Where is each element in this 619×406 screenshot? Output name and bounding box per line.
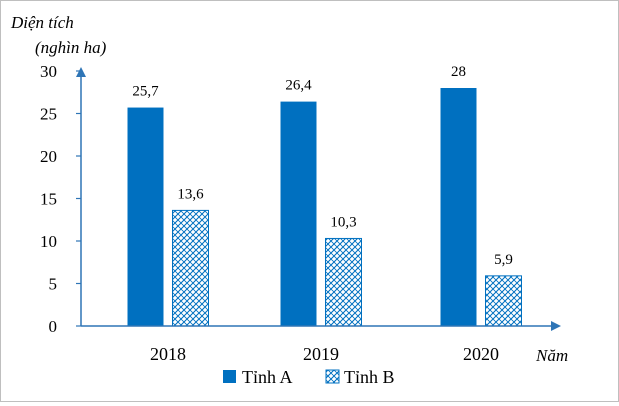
data-label-tinh-b-2020: 5,9 xyxy=(494,252,513,268)
category-labels: 2018 2019 2020 xyxy=(150,344,499,364)
legend: Tỉnh A Tỉnh B xyxy=(223,367,395,387)
y-tick-label: 10 xyxy=(40,232,57,251)
value-labels: 25,7 13,6 26,4 10,3 28 5,9 xyxy=(132,64,513,268)
y-axis-title-line2: (nghìn ha) xyxy=(35,38,107,57)
bar-tinh-b-2018 xyxy=(172,209,209,327)
data-label-tinh-b-2019: 10,3 xyxy=(330,214,356,230)
bar-tinh-a-2018 xyxy=(127,107,164,326)
bar-tinh-b-2020 xyxy=(485,275,522,327)
axes xyxy=(76,67,561,331)
x-tick-label: 2018 xyxy=(150,344,186,364)
data-label-tinh-a-2020: 28 xyxy=(451,64,466,80)
x-tick-label: 2020 xyxy=(463,344,499,364)
legend-swatch-tinh-a xyxy=(223,370,236,383)
x-axis-title: Năm xyxy=(535,346,568,365)
legend-label-tinh-a: Tỉnh A xyxy=(242,367,293,387)
y-tick-label: 15 xyxy=(40,190,57,209)
data-label-tinh-b-2018: 13,6 xyxy=(177,186,204,202)
y-tick-labels: 0 5 10 15 20 25 30 xyxy=(40,62,57,336)
y-axis-arrow xyxy=(76,67,86,77)
legend-swatch-tinh-b xyxy=(325,369,340,384)
y-tick-label: 20 xyxy=(40,147,57,166)
bar-tinh-a-2019 xyxy=(280,101,317,326)
y-tick-label: 25 xyxy=(40,105,57,124)
x-axis-arrow xyxy=(551,321,561,331)
y-axis-title: Diện tích (nghìn ha) xyxy=(10,13,107,57)
y-axis-title-line1: Diện tích xyxy=(10,13,74,32)
bar-tinh-b-2019 xyxy=(325,237,362,327)
x-tick-label: 2019 xyxy=(303,344,339,364)
y-tick-label: 5 xyxy=(49,275,58,294)
y-tick-label: 0 xyxy=(49,317,58,336)
bar-tinh-a-2020 xyxy=(440,88,477,326)
data-label-tinh-a-2019: 26,4 xyxy=(285,78,312,94)
legend-label-tinh-b: Tỉnh B xyxy=(344,367,395,387)
data-label-tinh-a-2018: 25,7 xyxy=(132,84,159,100)
bars xyxy=(127,88,522,327)
y-tick-label: 30 xyxy=(40,62,57,81)
